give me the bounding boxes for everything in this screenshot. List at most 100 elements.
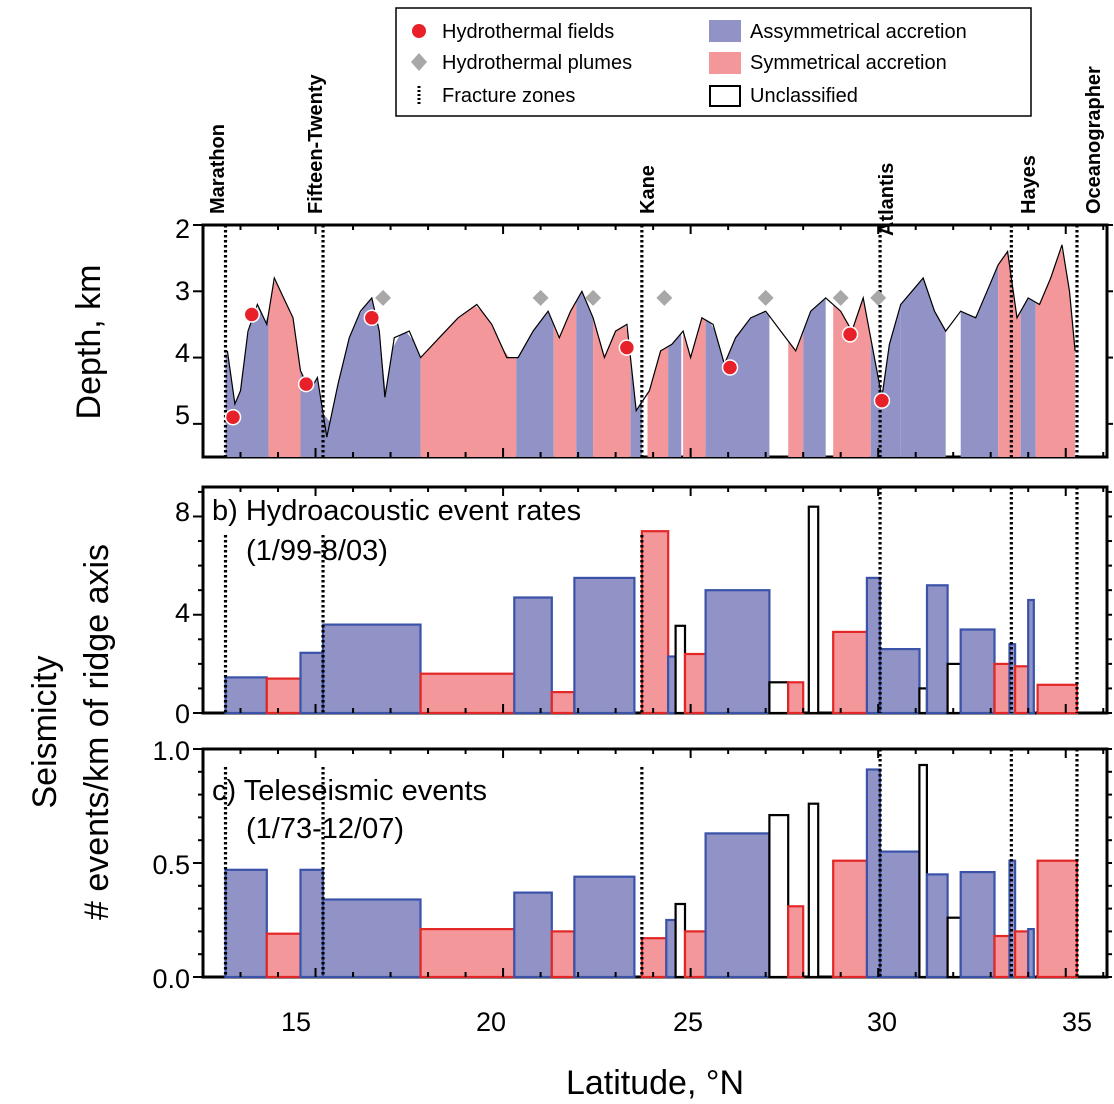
xtick-label-20: 20: [476, 1007, 506, 1037]
depth-segment-sym-20: [998, 253, 1021, 457]
legend-label-fz: Fracture zones: [442, 85, 575, 107]
bar-panel-c-15: [807, 802, 820, 979]
panel-a-markers: [224, 289, 891, 426]
panel-b-bars: [224, 505, 1079, 715]
ytick-label-a-3: 5: [175, 400, 190, 430]
hydrothermal-field-marker-4: [618, 339, 636, 356]
depth-segment-sym-22: [1035, 247, 1076, 457]
xtick-label-25: 25: [673, 1007, 703, 1037]
bar-panel-c-9: [665, 918, 677, 979]
depth-segment-asym-7: [576, 292, 594, 457]
bar-panel-b-19: [918, 687, 929, 715]
bar-panel-b-25: [1013, 665, 1030, 715]
bar-panel-b-10: [674, 624, 687, 715]
ytick-label-c-0: 0.0: [152, 964, 190, 994]
legend: Hydrothermal fields Hydrothermal plumes …: [395, 7, 1032, 117]
panel-c-title: c) Teleseismic events: [212, 775, 487, 807]
y-axis-label-depth: Depth, km: [70, 265, 108, 420]
ytick-label-b-0: 0: [175, 699, 190, 729]
bar-panel-c-16: [832, 859, 869, 979]
bar-panel-b-0: [224, 676, 268, 715]
axis-ticks: [193, 224, 1113, 978]
depth-segment-asym-3: [323, 297, 421, 457]
bar-panel-c-12: [704, 832, 771, 979]
hydrothermal-field-marker-7: [873, 392, 891, 409]
legend-asym-box-icon: [709, 20, 741, 42]
bar-panel-c-22: [959, 870, 996, 979]
bar-panel-b-5: [513, 596, 553, 715]
bar-panel-c-23: [993, 934, 1011, 979]
legend-plume-diamond-icon: [411, 53, 427, 71]
legend-label-asym: Assymmetrical accretion: [750, 21, 967, 43]
bar-panel-b-9: [666, 655, 677, 715]
bar-panel-c-1: [265, 932, 302, 979]
xtick-label-15: 15: [281, 1007, 311, 1037]
bar-panel-c-21: [946, 916, 962, 979]
y-axis-label-seismicity: Seismicity: [26, 655, 64, 808]
depth-segment-asym-15: [803, 297, 826, 457]
ytick-label-c-2: 1.0: [152, 736, 190, 766]
fz-label-marathon: Marathon: [207, 124, 229, 214]
bar-panel-b-12: [704, 589, 771, 715]
depth-segment-asym-18: [900, 278, 946, 457]
bar-panel-c-27: [1036, 859, 1079, 979]
panel-c-subtitle: (1/73-12/07): [246, 813, 404, 845]
panel-a-segments: [225, 247, 1076, 457]
bar-panel-b-7: [573, 576, 636, 715]
legend-label-uncl: Unclassified: [750, 85, 858, 107]
depth-segment-asym-9: [630, 358, 642, 457]
bar-panel-c-26: [1027, 927, 1035, 979]
fz-label-hayes: Hayes: [1018, 155, 1040, 214]
hydrothermal-plume-marker-4: [757, 289, 774, 306]
bar-panel-c-2: [299, 868, 325, 979]
fracture-zone-lines: [223, 225, 1079, 977]
depth-segment-asym-13: [705, 311, 770, 457]
bar-panel-b-20: [925, 584, 949, 715]
legend-label-hp: Hydrothermal plumes: [442, 52, 632, 74]
panel-b-title: b) Hydroacoustic event rates: [212, 495, 581, 527]
bar-panel-b-17: [865, 576, 882, 715]
depth-segment-sym-10: [647, 346, 669, 457]
depth-segment-asym-19: [960, 264, 999, 457]
bar-panel-c-25: [1013, 930, 1030, 979]
bar-panel-b-16: [832, 630, 869, 715]
legend-label-sym: Symmetrical accretion: [750, 52, 947, 74]
depth-segment-sym-1: [268, 280, 301, 457]
depth-segment-asym-5: [516, 311, 554, 457]
x-axis-label: Latitude, °N: [566, 1064, 744, 1102]
y-axis-label-events-per-km: # events/km of ridge axis: [78, 544, 116, 920]
bar-panel-b-27: [1036, 683, 1079, 715]
bar-panel-c-11: [683, 930, 707, 979]
xtick-label-35: 35: [1062, 1007, 1092, 1037]
bar-panel-c-7: [573, 875, 636, 979]
bar-panel-b-2: [299, 651, 325, 715]
bar-panel-b-4: [419, 672, 516, 715]
bar-panel-c-17: [865, 768, 882, 979]
bar-panel-b-3: [321, 623, 422, 715]
hydrothermal-plume-marker-2: [585, 289, 602, 306]
hydrothermal-plume-marker-0: [375, 289, 392, 306]
bar-panel-b-14: [787, 681, 805, 715]
panel-c-bars: [224, 763, 1079, 979]
ytick-label-b-1: 4: [175, 598, 190, 628]
bar-panel-b-11: [683, 652, 707, 715]
depth-segment-asym-11: [668, 333, 682, 457]
bar-panel-c-10: [674, 902, 687, 979]
bar-panel-c-14: [787, 905, 805, 979]
bar-panel-c-19: [918, 763, 929, 979]
ytick-label-a-0: 2: [175, 214, 190, 244]
bar-panel-c-8: [640, 937, 668, 979]
hydrothermal-field-marker-6: [841, 326, 859, 343]
hydrothermal-field-marker-5: [721, 359, 739, 376]
bar-panel-c-3: [321, 898, 422, 979]
fz-label-oceanographer: Oceanographer: [1083, 66, 1105, 214]
bar-panel-c-18: [878, 850, 921, 979]
hydrothermal-plume-marker-6: [870, 289, 887, 306]
depth-segment-sym-14: [788, 331, 804, 457]
hydrothermal-plume-marker-5: [832, 289, 849, 306]
bar-panel-b-8: [640, 530, 670, 715]
bar-panel-b-18: [878, 647, 921, 715]
legend-unclassified-box-icon: [709, 85, 741, 107]
fz-label-kane: Kane: [637, 165, 659, 214]
panel-b-subtitle: (1/99-8/03): [246, 535, 388, 567]
